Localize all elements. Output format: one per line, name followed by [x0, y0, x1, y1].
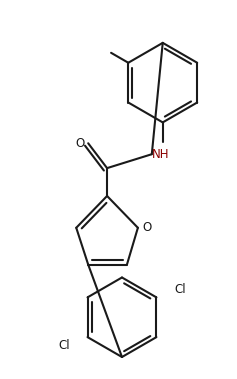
Text: Cl: Cl [58, 338, 70, 352]
Text: O: O [142, 221, 151, 234]
Text: O: O [76, 137, 85, 150]
Text: NH: NH [152, 148, 169, 161]
Text: Cl: Cl [174, 283, 186, 296]
